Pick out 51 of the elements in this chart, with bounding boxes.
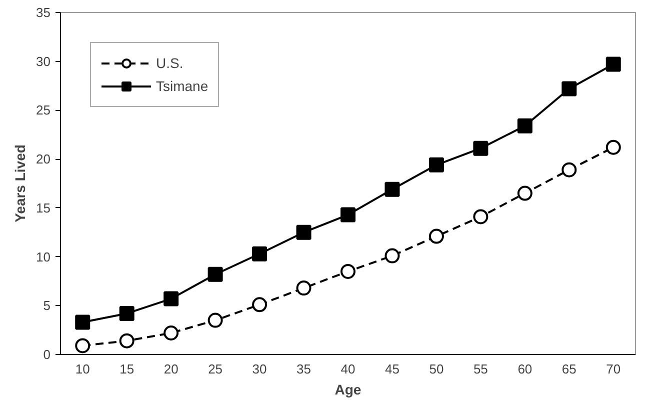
y-tick-label: 15 [36, 200, 51, 216]
point [562, 162, 577, 178]
x-tick-label: 35 [296, 362, 312, 376]
point [517, 186, 532, 201]
point [75, 338, 90, 354]
point [75, 314, 90, 330]
x-tick-label: 20 [164, 362, 178, 376]
y-tick-label: 20 [36, 152, 51, 167]
x-tick-label: 30 [252, 362, 267, 376]
y-tick-label: 35 [36, 5, 51, 20]
x-tick-label: 70 [606, 362, 621, 376]
x-tick-label: 15 [120, 362, 134, 376]
point [428, 228, 444, 244]
x-tick-label: 45 [385, 362, 400, 376]
y-axis-title: Years Lived [12, 144, 28, 222]
point [208, 266, 223, 282]
point [164, 326, 179, 340]
point [473, 209, 488, 224]
point [473, 140, 488, 156]
x-axis-title: Age [334, 382, 362, 398]
y-tick-label: 10 [36, 249, 51, 264]
y-tick-label: 5 [43, 298, 51, 314]
x-tick-label: 65 [562, 362, 576, 376]
x-tick-label: 50 [429, 362, 444, 376]
y-tick-label: 0 [43, 347, 51, 362]
x-tick-label: 10 [75, 362, 90, 376]
point [208, 312, 223, 328]
point [296, 280, 312, 296]
point [562, 81, 577, 96]
y-tick-label: 25 [36, 102, 51, 118]
x-tick-label: 25 [208, 362, 223, 376]
x-tick-label: 40 [340, 362, 356, 376]
point [340, 264, 356, 279]
point [606, 56, 621, 72]
point [606, 140, 621, 155]
point [252, 246, 268, 262]
point [252, 297, 268, 312]
point [384, 182, 400, 197]
legend-label: Tsimane [156, 78, 208, 94]
legend-label: U.S. [156, 55, 184, 71]
point [119, 333, 134, 348]
point [164, 291, 179, 306]
point [428, 157, 444, 172]
point [296, 224, 312, 240]
point [384, 248, 400, 264]
y-tick-label: 30 [36, 54, 51, 69]
x-tick-label: 55 [473, 362, 488, 376]
x-tick-label: 60 [518, 362, 532, 376]
point [517, 118, 532, 134]
point [119, 306, 134, 321]
point [340, 207, 356, 222]
